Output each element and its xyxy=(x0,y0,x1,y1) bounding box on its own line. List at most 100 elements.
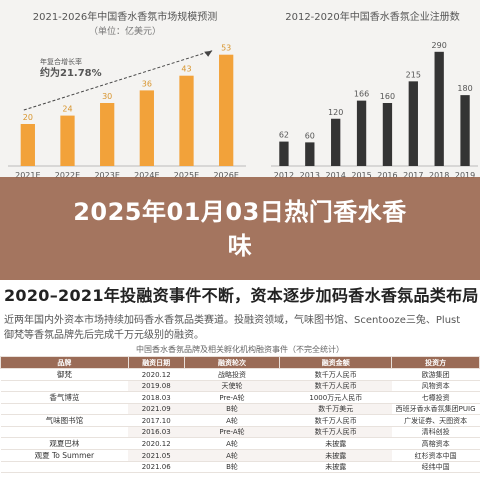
table-cell-round: A轮 xyxy=(184,449,280,462)
table-cell-amount: 未披露 xyxy=(279,461,392,473)
table-cell-round: 战略投资 xyxy=(184,368,280,381)
tick-label: 2022E xyxy=(55,171,80,180)
tick-label: 2023E xyxy=(94,171,119,180)
table-cell-round: B轮 xyxy=(184,403,280,415)
table-row: 2021.09 B轮 数千万美元 西班牙香水香氛集团PUIG xyxy=(0,403,480,415)
table-cell-date: 2020.12 xyxy=(128,368,185,381)
table-cell-amount: 未披露 xyxy=(279,437,392,450)
bar xyxy=(408,81,418,166)
bar xyxy=(60,115,75,166)
table-cell-date: 2017.10 xyxy=(128,414,185,427)
company-registration-chart: 2012-2020年中国香水香氛企业注册数 62 2012 60 2013 120 201… xyxy=(265,0,480,180)
table-cell-date: 2019.08 xyxy=(128,380,185,392)
table-cell-investor: 经纬中国 xyxy=(391,461,480,473)
table-row: 2016.03 Pre-A轮 数千万人民币 清科创投 xyxy=(0,426,480,438)
bar xyxy=(219,54,234,167)
table-header-row: 品牌 融资日期 融资轮次 融资金额 投资方 xyxy=(0,356,480,369)
table-cell-investor: 红杉资本中国 xyxy=(391,449,480,462)
tick-label: 2016 xyxy=(377,171,397,180)
chart-unit-label: （单位：亿美元） xyxy=(88,27,161,37)
bar xyxy=(100,103,115,166)
bar xyxy=(356,100,367,166)
report-page: 2020–2021年投融资事件不断，资本逐步加码香水香氛品类布局 近两年国内外资… xyxy=(0,280,480,480)
data-label: 43 xyxy=(181,65,191,74)
market-size-chart: 2021-2026年中国香水香氛市场规模预测 （单位：亿美元） 20 2021E 2… xyxy=(0,0,250,180)
report-heading: 2020–2021年投融资事件不断，资本逐步加码香水香氛品类布局 xyxy=(4,286,479,305)
tick-label: 2021E xyxy=(15,171,40,180)
financing-table: 品牌 融资日期 融资轮次 融资金额 投资方 御梵 2020.12 战略投资 数千万人民… xyxy=(0,356,480,473)
table-cell-investor: 七樽投资 xyxy=(391,391,480,404)
article-title[interactable]: 2025年01月03日热门香水香 味 xyxy=(20,195,460,263)
data-label: 120 xyxy=(328,108,343,117)
table-cell-round: 天使轮 xyxy=(184,380,280,392)
chart-title: 2012-2020年中国香水香氛企业注册数 xyxy=(285,12,460,23)
company-registration-chart-svg: 62 2012 60 2013 120 2014 166 2015 160 2016 215 2017… xyxy=(271,41,478,180)
table-cell-amount: 数千万人民币 xyxy=(279,368,392,381)
table-cell-round: B轮 xyxy=(184,461,280,473)
report-paragraph-line-2: 御梵等香氛品牌先后完成千万元级别的融资。 xyxy=(4,330,204,341)
tick-label: 2026E xyxy=(213,171,238,180)
chart-title: 2021-2026年中国香水香氛市场规模预测 xyxy=(32,12,218,23)
bar xyxy=(20,124,35,166)
table-header-cell: 融资轮次 xyxy=(183,356,281,369)
table-cell-date: 2020.12 xyxy=(128,437,185,450)
data-label: 160 xyxy=(380,92,395,101)
table-cell-amount: 未披露 xyxy=(279,449,392,462)
table-row: 观夏巴林 2020.12 A轮 未披露 高榕资本 xyxy=(0,437,480,450)
bar xyxy=(460,95,470,166)
table-cell-investor: 清科创投 xyxy=(391,426,480,438)
table-cell-brand xyxy=(0,426,129,438)
table-cell-investor: 广发证券、天图资本 xyxy=(391,414,480,427)
trend-arrow-line xyxy=(23,50,213,111)
tick-label: 2017 xyxy=(403,171,423,180)
table-cell-brand: 气味图书馆 xyxy=(0,414,129,427)
table-cell-amount: 1000万元人民币 xyxy=(279,391,392,404)
tick-label: 2025E xyxy=(174,171,199,180)
data-label: 62 xyxy=(279,131,289,140)
table-cell-round: A轮 xyxy=(184,414,280,427)
table-cell-brand: 御梵 xyxy=(0,368,129,381)
table-cell-date: 2016.03 xyxy=(128,426,185,438)
annotation-text: 年复合增长率 xyxy=(40,57,82,66)
table-row: 2021.06 B轮 未披露 经纬中国 xyxy=(0,461,480,473)
table-row: 御梵 2020.12 战略投资 数千万人民币 欧游集团 xyxy=(0,368,480,381)
table-cell-date: 2021.05 xyxy=(128,449,185,462)
bar xyxy=(382,103,393,166)
table-cell-round: Pre-A轮 xyxy=(184,426,280,438)
bar xyxy=(279,141,289,166)
table-body: 御梵 2020.12 战略投资 数千万人民币 欧游集团 2019.08 天使轮 数千万人民币风… xyxy=(0,368,480,473)
bar xyxy=(305,142,315,166)
data-label: 20 xyxy=(23,113,33,122)
table-cell-date: 2018.03 xyxy=(128,391,185,404)
table-cell-date: 2021.06 xyxy=(128,461,185,473)
article-title-line-2: 味 xyxy=(227,232,253,260)
bar xyxy=(139,90,154,166)
table-cell-amount: 数千万人民币 xyxy=(279,380,392,392)
table-cell-brand xyxy=(0,380,129,392)
data-label: 30 xyxy=(102,92,112,101)
annotation-text: 约为21.78% xyxy=(40,66,102,79)
table-cell-investor: 风物资本 xyxy=(391,380,480,392)
data-label: 60 xyxy=(305,131,315,140)
table-row: 观夏 To Summer 2021.05 A轮 未披露 红杉资本中国 xyxy=(0,449,480,462)
tick-label: 2015 xyxy=(351,171,371,180)
table-cell-brand: 观夏巴林 xyxy=(0,437,129,450)
market-size-chart-svg: 20 2021E 24 2022E 30 2023E 36 2024E 43 2025E 53 202… xyxy=(8,44,246,180)
table-cell-investor: 欧游集团 xyxy=(391,368,480,381)
table-cell-investor: 西班牙香水香氛集团PUIG xyxy=(391,403,480,415)
data-label: 36 xyxy=(142,79,152,88)
tick-label: 2018 xyxy=(429,171,449,180)
table-cell-brand: 香气博览 xyxy=(0,391,129,404)
table-cell-round: Pre-A轮 xyxy=(184,391,280,404)
bar xyxy=(434,51,444,166)
data-label: 166 xyxy=(354,90,369,99)
table-cell-amount: 数千万美元 xyxy=(279,403,392,415)
table-cell-brand xyxy=(0,461,129,473)
tick-label: 2014 xyxy=(326,171,346,180)
table-cell-brand: 观夏 To Summer xyxy=(0,449,129,462)
data-label: 53 xyxy=(221,44,231,53)
table-row: 气味图书馆 2017.10 A轮 数千万人民币 广发证券、天图资本 xyxy=(0,414,480,427)
table-cell-round: A轮 xyxy=(184,437,280,450)
report-paragraph-line-1: 近两年国内外资本市场持续加码香水香氛品类赛道。投融资领域，气味图书馆、Scent… xyxy=(4,315,461,326)
article-banner: 2025年01月03日热门香水香 味 xyxy=(0,177,480,280)
